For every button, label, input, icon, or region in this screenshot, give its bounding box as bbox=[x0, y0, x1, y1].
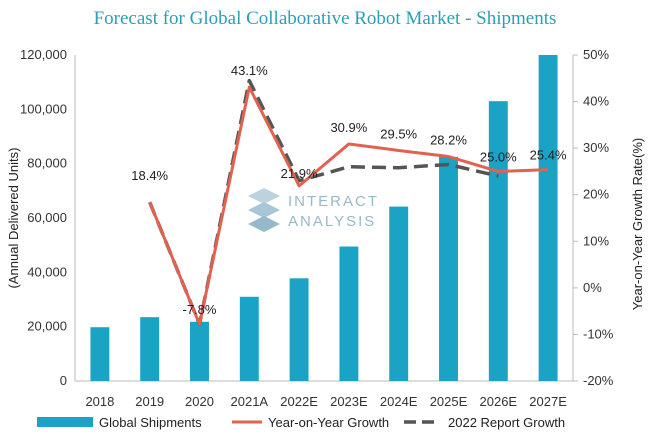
bar bbox=[389, 206, 409, 381]
x-tick-label: 2026E bbox=[480, 394, 518, 409]
y2-axis-title: Year-on-Year Growth Rate(%) bbox=[630, 138, 645, 310]
bar bbox=[190, 321, 209, 381]
bar bbox=[339, 246, 359, 381]
data-label: 25.0% bbox=[480, 149, 517, 164]
data-label: 43.1% bbox=[231, 63, 268, 78]
y2-tick-label: -10% bbox=[583, 326, 614, 341]
legend-swatch-shipments bbox=[37, 417, 93, 427]
data-label: 25.4% bbox=[530, 148, 567, 163]
y-tick-label: 60,000 bbox=[27, 210, 67, 225]
y2-tick-label: 40% bbox=[583, 94, 609, 109]
x-tick-label: 2019 bbox=[135, 394, 164, 409]
legend-label-report: 2022 Report Growth bbox=[448, 415, 565, 430]
y2-tick-label: 0% bbox=[583, 280, 602, 295]
y-tick-label: 100,000 bbox=[20, 101, 67, 116]
y2-tick-label: 50% bbox=[583, 47, 609, 62]
bar bbox=[439, 156, 458, 381]
data-label: 21.9% bbox=[281, 166, 318, 181]
bar bbox=[538, 55, 558, 381]
bar bbox=[289, 278, 309, 381]
bar bbox=[239, 296, 259, 381]
y-axis-title: (Annual Delivered Units) bbox=[6, 148, 21, 289]
x-tick-label: 2024E bbox=[380, 394, 418, 409]
y-tick-label: 20,000 bbox=[27, 319, 67, 334]
bar bbox=[488, 101, 508, 381]
data-label: 18.4% bbox=[131, 168, 168, 183]
y-tick-label: 40,000 bbox=[27, 264, 67, 279]
x-tick-label: 2021A bbox=[231, 394, 269, 409]
y2-tick-label: 30% bbox=[583, 140, 609, 155]
x-tick-label: 2027E bbox=[529, 394, 567, 409]
y2-tick-label: 10% bbox=[583, 233, 609, 248]
x-tick-label: 2020 bbox=[185, 394, 214, 409]
y2-tick-label: -20% bbox=[583, 373, 614, 388]
data-label: -7.8% bbox=[183, 302, 217, 317]
data-label: 29.5% bbox=[380, 126, 417, 141]
chart-title: Forecast for Global Collaborative Robot … bbox=[93, 8, 557, 29]
data-label: 28.2% bbox=[430, 133, 467, 148]
x-tick-label: 2023E bbox=[330, 394, 368, 409]
watermark-logo-icon bbox=[248, 216, 280, 232]
y-tick-label: 80,000 bbox=[27, 156, 67, 171]
legend-label-shipments: Global Shipments bbox=[99, 415, 202, 430]
legend-label-growth: Year-on-Year Growth bbox=[268, 415, 389, 430]
watermark-logo-icon bbox=[248, 202, 280, 218]
bar bbox=[140, 317, 160, 381]
x-tick-label: 2018 bbox=[85, 394, 114, 409]
watermark-text: ANALYSIS bbox=[288, 213, 376, 230]
bar bbox=[90, 327, 110, 381]
yoy-growth-line bbox=[148, 85, 549, 326]
y-tick-label: 0 bbox=[60, 373, 67, 388]
data-label: 30.9% bbox=[330, 120, 367, 135]
y2-tick-label: 20% bbox=[583, 187, 609, 202]
x-tick-label: 2025E bbox=[430, 394, 468, 409]
y-tick-label: 120,000 bbox=[20, 47, 67, 62]
watermark-logo-icon bbox=[248, 188, 280, 204]
x-tick-label: 2022E bbox=[280, 394, 318, 409]
watermark-text: INTERACT bbox=[288, 193, 379, 210]
